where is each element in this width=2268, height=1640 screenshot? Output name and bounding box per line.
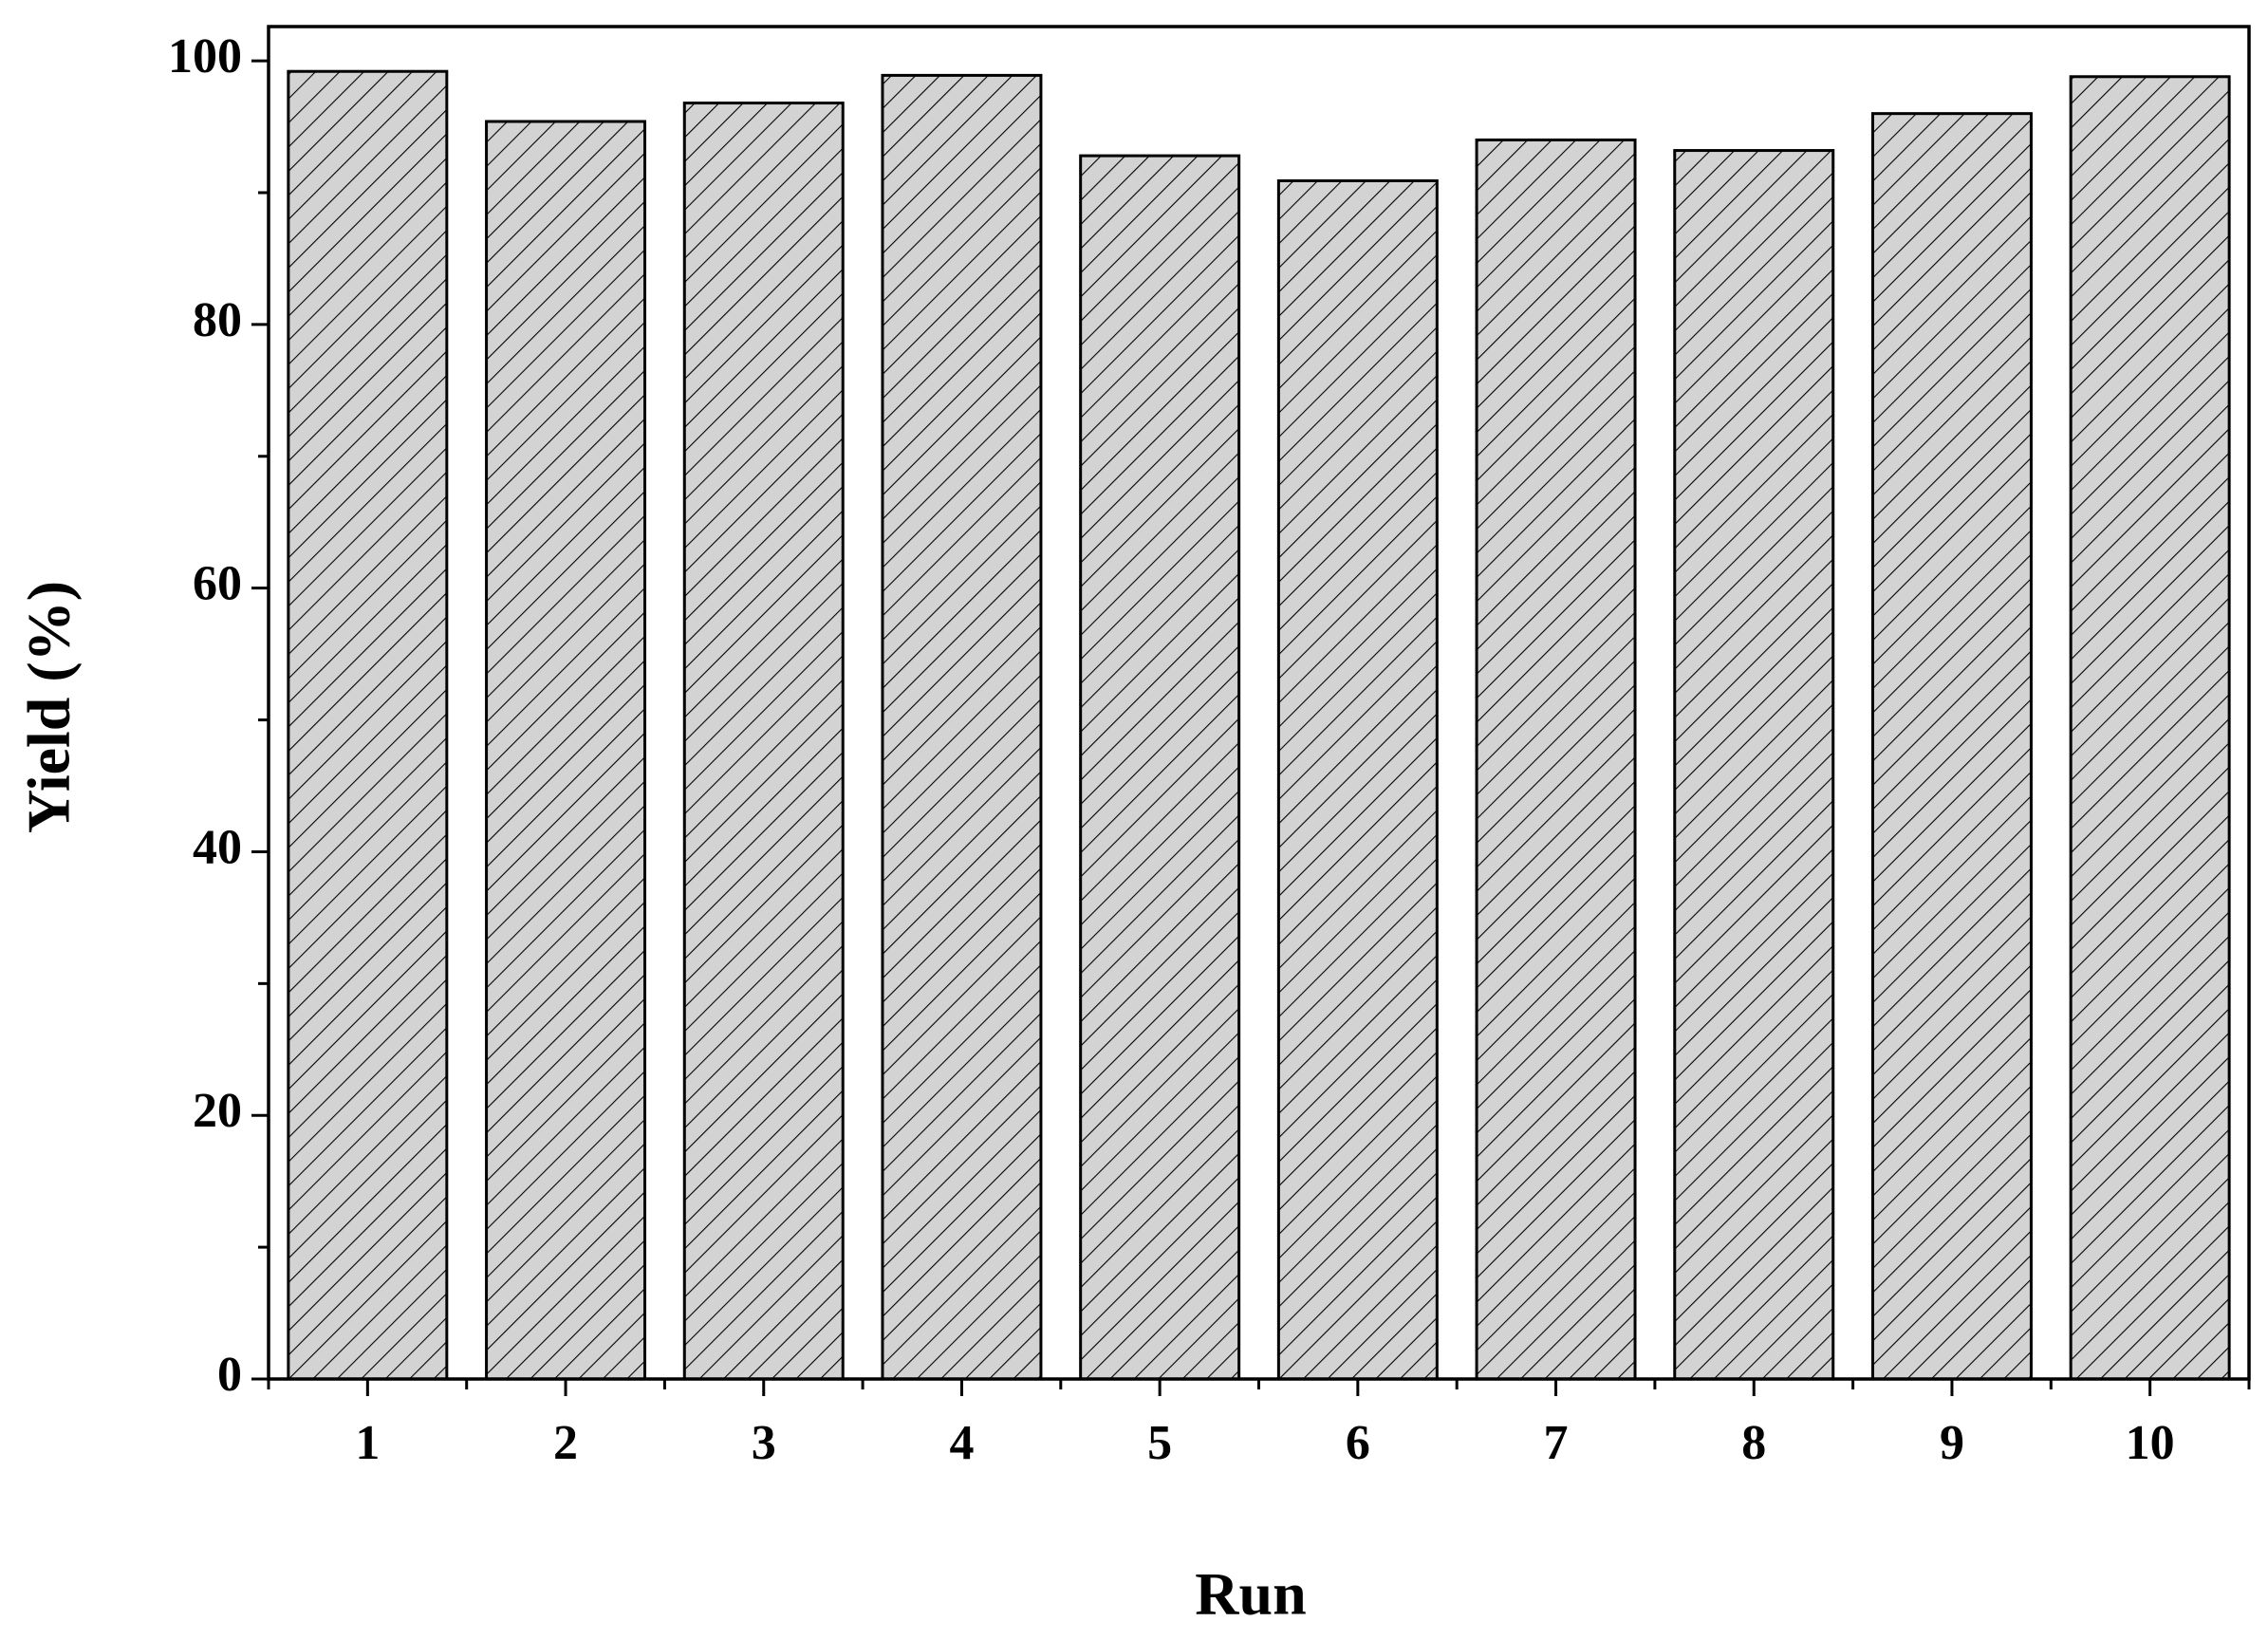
x-tick-label: 9 <box>1940 1416 1964 1470</box>
y-axis-title: Yield (%) <box>15 581 83 833</box>
y-tick-label: 80 <box>193 293 242 347</box>
x-tick-label: 5 <box>1147 1416 1172 1470</box>
y-tick-label: 40 <box>193 820 242 874</box>
plot-frame <box>267 25 2251 1381</box>
bar <box>2069 75 2231 1381</box>
y-tick-label: 60 <box>193 557 242 611</box>
bar <box>1276 179 1439 1381</box>
x-tick-label: 3 <box>752 1416 776 1470</box>
bar <box>1079 154 1241 1381</box>
x-tick-label: 6 <box>1346 1416 1370 1470</box>
x-tick-label: 2 <box>553 1416 578 1470</box>
x-tick-label: 8 <box>1741 1416 1766 1470</box>
x-axis-title: Run <box>1195 1560 1306 1628</box>
bar <box>1475 138 1637 1381</box>
bar <box>1870 112 2033 1381</box>
bar <box>1673 149 1835 1381</box>
bar <box>682 102 845 1381</box>
bar <box>485 120 647 1381</box>
y-tick-label: 0 <box>217 1348 242 1402</box>
y-tick-label: 20 <box>193 1084 242 1138</box>
x-tick-label: 7 <box>1544 1416 1569 1470</box>
x-tick-label: 10 <box>2126 1416 2175 1470</box>
x-tick-label: 1 <box>355 1416 380 1470</box>
bar <box>287 69 449 1381</box>
bar <box>881 73 1043 1381</box>
x-tick-label: 4 <box>949 1416 974 1470</box>
y-tick-label: 100 <box>168 29 242 84</box>
